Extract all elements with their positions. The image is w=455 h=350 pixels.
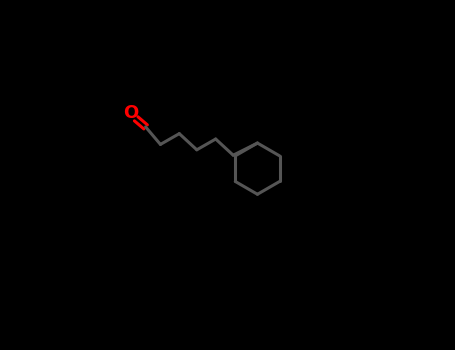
Text: O: O: [123, 104, 138, 122]
